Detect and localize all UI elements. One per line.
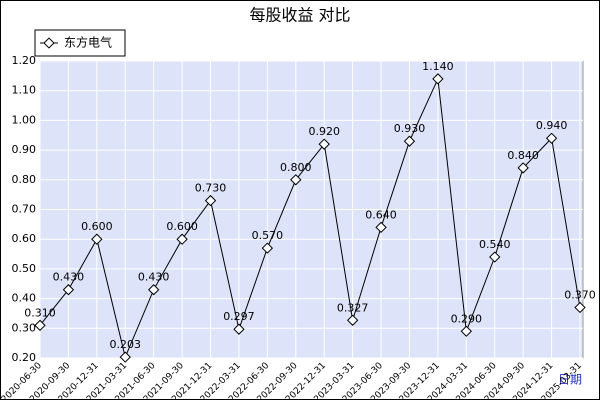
point-marker [517,162,529,174]
y-tick-label: 1.00 [12,113,37,126]
y-tick-label: 0.70 [12,203,37,216]
point-marker [34,319,46,331]
data-label: 0.540 [479,238,511,251]
data-label: 0.840 [507,149,539,162]
y-tick-label: 0.50 [12,262,37,275]
point-marker [545,132,558,144]
legend [34,29,126,57]
point-marker [119,351,131,363]
x-axis-label: 日期 [558,373,582,387]
data-label: 0.640 [365,208,397,221]
data-label: 0.730 [195,182,227,195]
y-tick-label: 1.20 [12,54,37,67]
data-label: 0.297 [223,310,255,323]
data-label: 0.940 [536,119,568,132]
point-marker [460,325,472,337]
y-tick-label: 0.90 [12,143,37,156]
data-label: 0.600 [81,220,113,233]
data-label: 0.430 [53,271,85,284]
point-marker [489,251,501,263]
point-marker [346,314,359,326]
legend-label: 东方电气 [64,35,112,50]
point-marker [318,138,330,150]
point-marker [62,284,75,296]
y-tick-label: 0.60 [12,232,37,245]
data-label: 0.370 [564,289,596,302]
series-line [39,76,581,359]
point-marker [148,284,160,296]
point-marker [91,233,103,245]
point-marker [204,194,217,207]
point-marker [290,174,302,186]
point-marker [403,135,416,147]
chart-title: 每股收益 对比 [249,6,350,25]
data-label: 0.327 [337,301,369,314]
data-label: 1.140 [422,60,454,73]
point-marker [432,73,444,85]
data-label: 0.600 [166,220,198,233]
data-label: 0.930 [394,122,426,135]
legend-marker [43,37,55,49]
y-tick-label: 0.30 [12,321,37,334]
data-label: 0.310 [24,306,56,319]
data-label: 0.430 [138,271,170,284]
point-marker [375,221,387,233]
point-marker [233,323,245,335]
point-marker [574,301,586,314]
point-marker [176,233,188,245]
y-tick-label: 0.80 [12,173,37,186]
point-marker [261,242,274,254]
y-tick-label: 0.20 [12,351,37,364]
y-tick-label: 0.40 [12,292,37,305]
data-label: 0.920 [308,125,340,138]
data-label: 0.290 [451,312,483,325]
data-label: 0.203 [110,338,142,351]
data-label: 0.800 [280,161,312,174]
y-tick-label: 1.10 [12,84,37,97]
data-label: 0.570 [252,229,284,242]
